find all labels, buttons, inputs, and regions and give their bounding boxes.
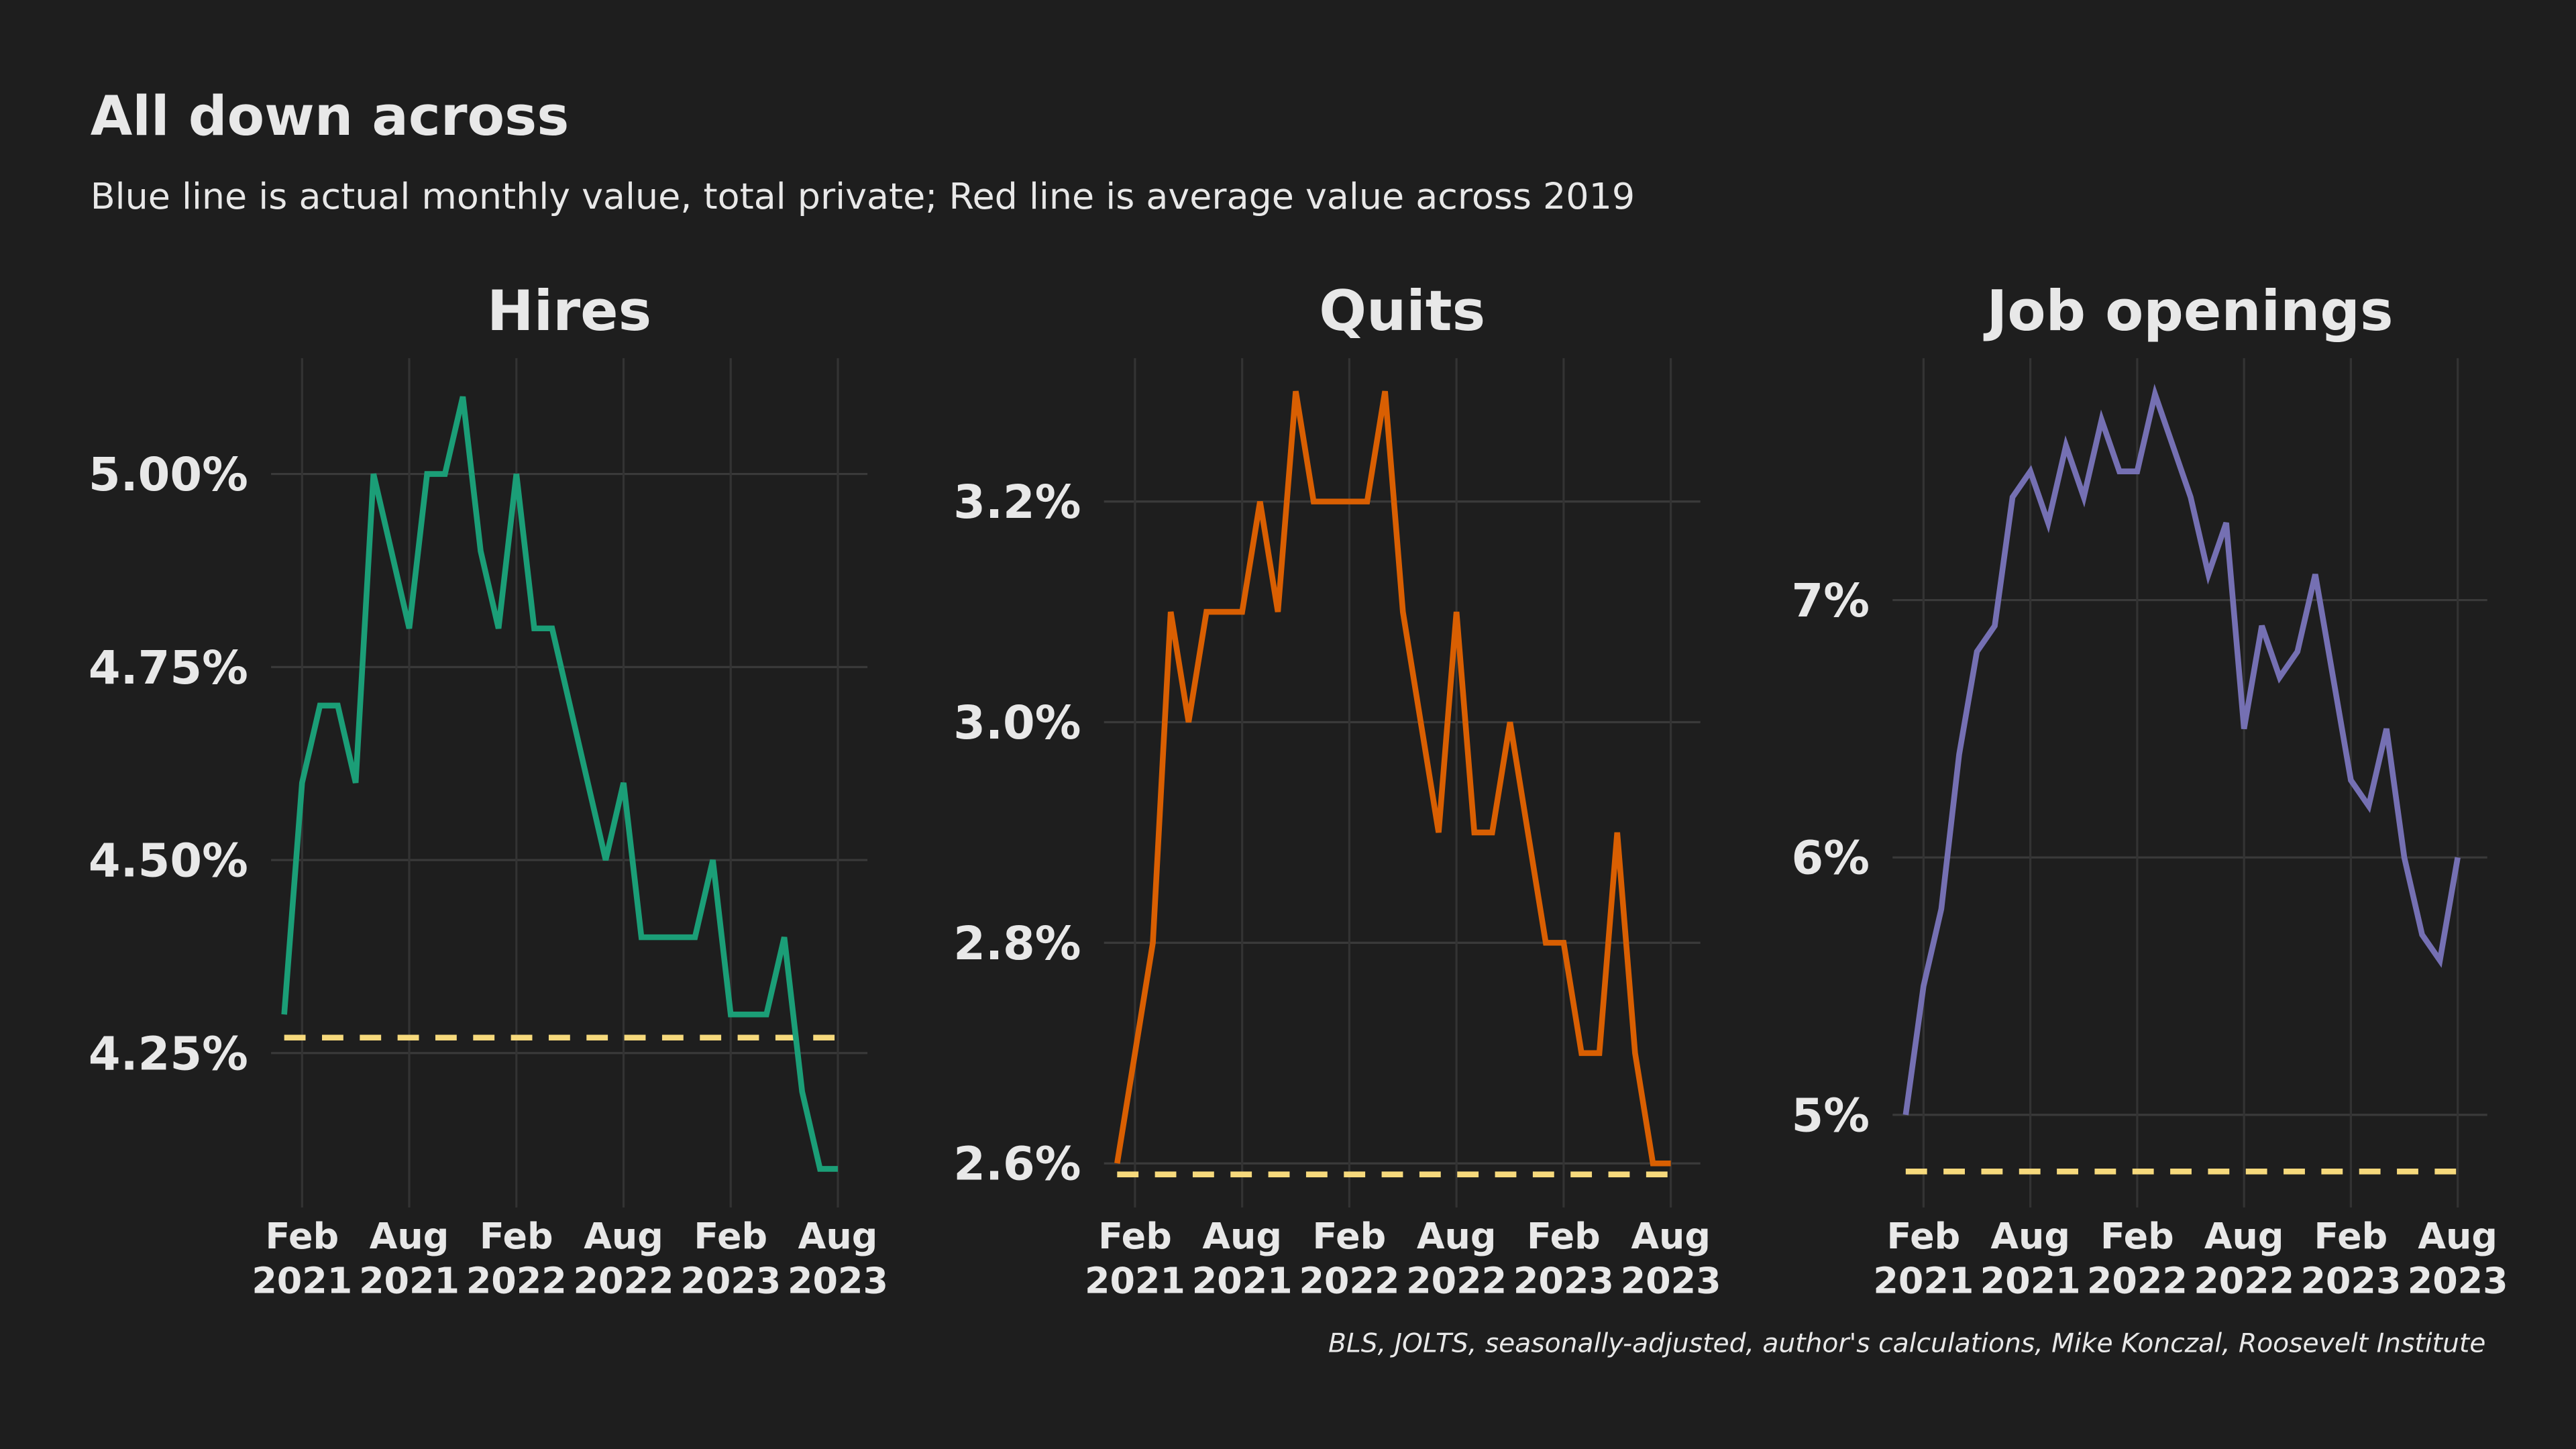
x-tick-label: Feb 2022 — [2087, 1215, 2188, 1301]
y-tick-label: 5% — [1792, 1089, 1870, 1142]
data-line — [1902, 384, 2461, 1116]
x-tick-label: Feb 2023 — [1513, 1215, 1614, 1301]
page-title: All down across — [91, 85, 570, 148]
x-tick-label: Aug 2022 — [574, 1215, 674, 1301]
x-tick-label: Aug 2023 — [1621, 1215, 1721, 1301]
y-tick-label: 4.50% — [89, 835, 248, 888]
data-line — [1114, 390, 1671, 1167]
x-tick-label: Aug 2021 — [359, 1215, 460, 1301]
y-tick-label: 4.25% — [89, 1027, 248, 1081]
x-tick-label: Feb 2022 — [466, 1215, 567, 1301]
x-tick-label: Aug 2022 — [2194, 1215, 2294, 1301]
y-tick-label: 7% — [1792, 574, 1870, 628]
x-tick-label: Feb 2021 — [1085, 1215, 1185, 1301]
y-tick-label: 6% — [1792, 832, 1870, 885]
y-tick-label: 3.2% — [953, 476, 1081, 529]
x-tick-label: Feb 2022 — [1299, 1215, 1399, 1301]
y-tick-label: 2.8% — [953, 917, 1081, 971]
panel-title: Quits — [1319, 278, 1485, 343]
x-tick-label: Aug 2021 — [1192, 1215, 1293, 1301]
y-tick-label: 2.6% — [953, 1138, 1081, 1191]
x-tick-label: Feb 2021 — [252, 1215, 352, 1301]
y-tick-label: 3.0% — [953, 696, 1081, 750]
data-line — [281, 396, 838, 1172]
x-tick-label: Feb 2023 — [2300, 1215, 2401, 1301]
panel-title: Job openings — [1983, 278, 2393, 343]
x-tick-label: Aug 2023 — [2408, 1215, 2508, 1301]
x-tick-label: Aug 2022 — [1406, 1215, 1507, 1301]
y-tick-label: 5.00% — [89, 448, 248, 502]
y-tick-label: 4.75% — [89, 641, 248, 695]
x-tick-label: Feb 2021 — [1873, 1215, 1974, 1301]
panel-title: Hires — [487, 278, 651, 343]
x-tick-label: Aug 2023 — [788, 1215, 888, 1301]
x-tick-label: Feb 2023 — [680, 1215, 781, 1301]
caption: BLS, JOLTS, seasonally-adjusted, author'… — [1328, 1329, 2485, 1359]
x-tick-label: Aug 2021 — [1980, 1215, 2081, 1301]
subtitle: Blue line is actual monthly value, total… — [91, 175, 1635, 217]
